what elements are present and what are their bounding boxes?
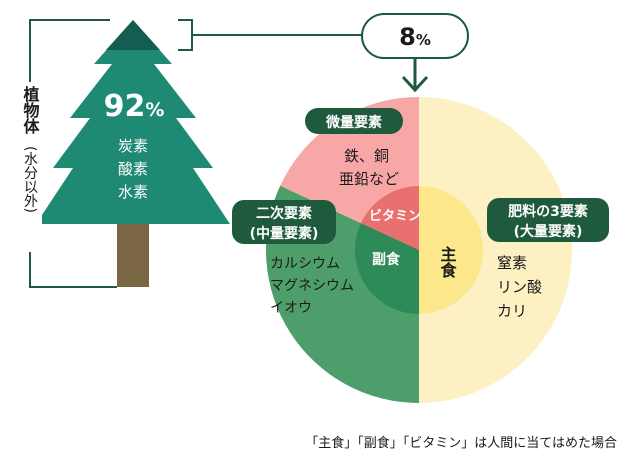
outer-slice-macro (419, 97, 572, 403)
secondary-item-1: カルシウム (270, 256, 340, 272)
tree-top (106, 20, 160, 50)
secondary-item-3: イオウ (270, 300, 312, 316)
inner-label-side: 副食 (372, 251, 401, 268)
inner-label-staple: 主食 (438, 245, 458, 279)
label-micro: 微量要素 (305, 108, 403, 134)
inner-slice-staple (419, 186, 483, 314)
tree-body (36, 20, 230, 224)
down-arrow-icon (401, 58, 429, 93)
inner-label-vitamin: ビタミン (369, 208, 421, 224)
label-macro-sub: (大量要素) (514, 223, 583, 240)
tree-element-1: 炭素 (118, 137, 148, 155)
callout-8-percent: 8% (361, 13, 469, 59)
inner-slice-vitamin (360, 186, 419, 250)
side-label-paren: (水分以外) (22, 146, 38, 213)
pie-chart (265, 97, 572, 403)
callout-sign: % (416, 31, 431, 49)
tree: 92% 炭素 酸素 水素 (36, 20, 230, 287)
tree-percent-value: 92 (104, 89, 146, 124)
label-secondary-text: 二次要素 (256, 205, 312, 222)
tree-element-2: 酸素 (118, 160, 148, 178)
macro-item-3: カリ (497, 302, 527, 320)
tree-element-3: 水素 (118, 183, 148, 201)
label-macro-text: 肥料の3要素 (508, 203, 588, 220)
macro-item-2: リン酸 (497, 278, 542, 296)
tree-percent-sign: % (145, 99, 164, 121)
callout-text: 8% (399, 23, 431, 51)
inner-slice-side (354, 223, 419, 314)
label-micro-text: 微量要素 (325, 114, 382, 131)
side-label-main: 植物体 (21, 85, 41, 135)
label-secondary: 二次要素 (中量要素) (232, 200, 336, 244)
tree-trunk (117, 215, 149, 287)
label-secondary-sub: (中量要素) (250, 225, 319, 242)
callout-value: 8 (399, 23, 416, 51)
label-macro: 肥料の3要素 (大量要素) (487, 198, 609, 242)
top-bracket (178, 19, 193, 51)
caption: 「主食」「副食」「ビタミン」は人間に当てはめた場合 (305, 435, 617, 451)
micro-item-2: 亜鉛など (339, 170, 399, 188)
side-label-bg (18, 82, 42, 252)
micro-item-1: 鉄、銅 (344, 147, 389, 165)
tree-percent: 92% (104, 89, 165, 124)
secondary-item-2: マグネシウム (270, 278, 354, 294)
macro-item-1: 窒素 (497, 254, 527, 272)
